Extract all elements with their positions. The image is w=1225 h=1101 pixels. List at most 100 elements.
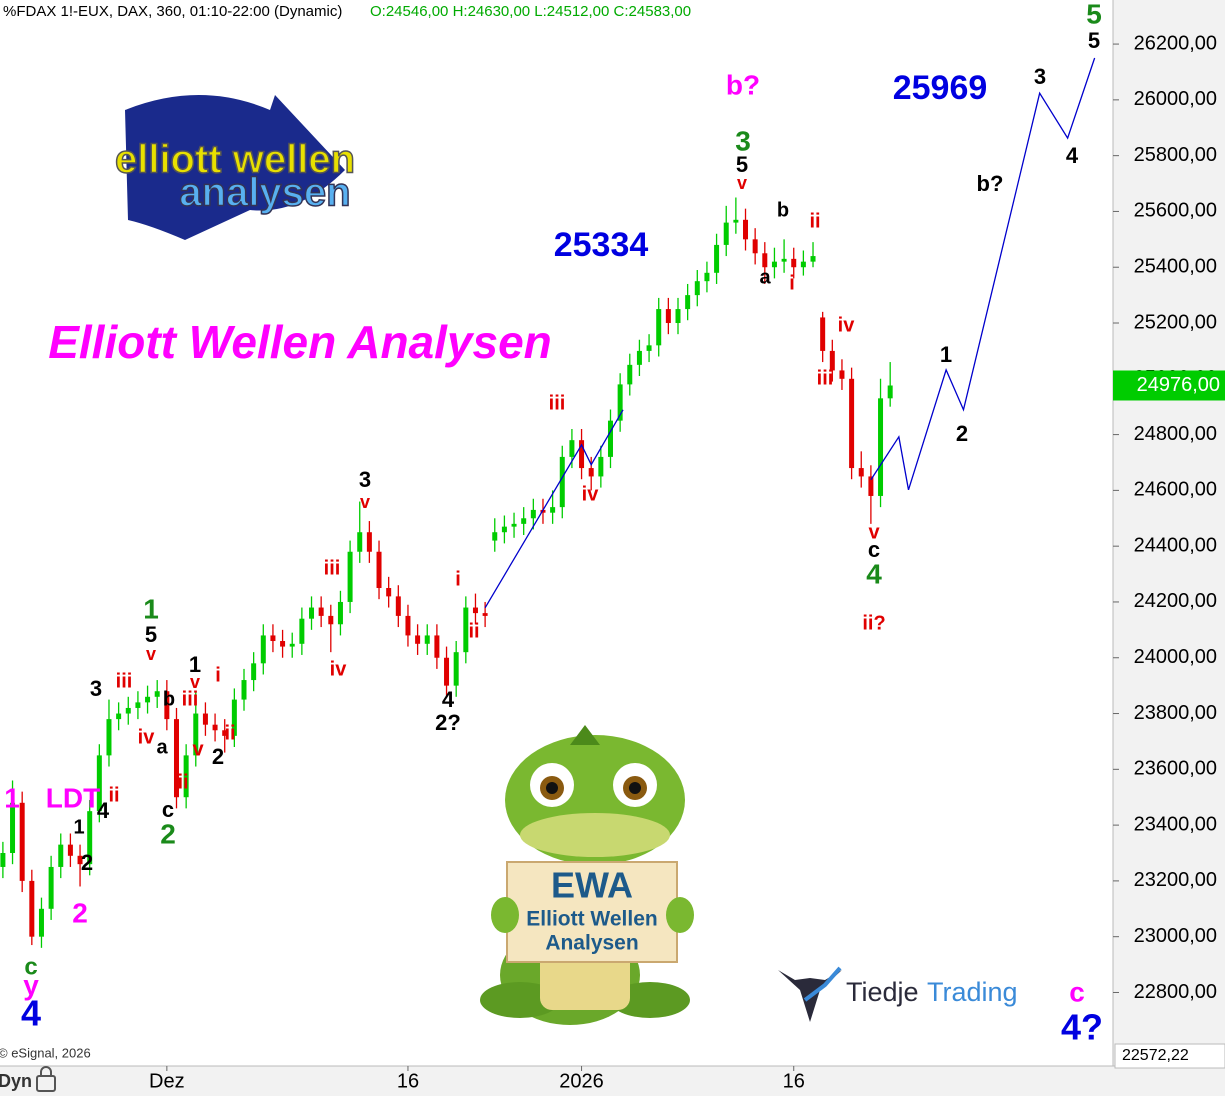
candle-body: [482, 613, 488, 616]
candle-body: [550, 507, 556, 513]
candle-body: [800, 261, 806, 268]
candle-body: [173, 719, 179, 798]
wave-label: 4: [1066, 143, 1079, 168]
candle-body: [704, 272, 710, 282]
candle-body: [260, 635, 266, 664]
candle-body: [771, 261, 777, 268]
wave-label: 5: [1088, 28, 1100, 53]
candle-body: [289, 643, 295, 647]
wave-label: v: [146, 644, 156, 664]
candle-body: [231, 699, 237, 736]
wave-label: iv: [330, 658, 348, 680]
candle-body: [415, 635, 421, 644]
candle-body: [829, 350, 835, 371]
footer-mode: Dyn: [0, 1071, 32, 1091]
y-tick-label: 23800,00: [1134, 702, 1217, 724]
candle-body: [376, 551, 382, 589]
wave-label: ii: [224, 722, 235, 744]
candle-body: [569, 440, 575, 457]
wave-label: b: [777, 199, 789, 221]
wave-label: 2: [160, 818, 176, 849]
candle-body: [337, 601, 343, 625]
wave-label: 25334: [554, 226, 649, 264]
x-tick-label: Dez: [149, 1070, 185, 1092]
candle-body: [472, 607, 478, 614]
wave-label: b?: [977, 171, 1004, 196]
wave-label: c: [24, 953, 37, 980]
wave-label: Elliott Wellen Analysen: [48, 316, 552, 368]
candle-body: [858, 468, 864, 477]
wave-label: v: [360, 492, 370, 512]
x-tick-label: 16: [397, 1070, 419, 1092]
y-tick-label: 23000,00: [1134, 925, 1217, 947]
candle-body: [280, 641, 286, 647]
wave-label: v: [190, 672, 200, 692]
candle-body: [424, 635, 430, 644]
wave-label: y: [23, 969, 39, 1000]
last-price-box: [1113, 370, 1225, 401]
candle-body: [627, 364, 633, 385]
ohlc-info: O:24546,00 H:24630,00 L:24512,00 C:24583…: [370, 3, 691, 20]
wave-label: iv: [582, 483, 600, 505]
candle-body: [299, 618, 305, 644]
wave-label: 25969: [893, 69, 988, 107]
x-tick-label: 16: [783, 1070, 805, 1092]
wave-label: 5: [145, 622, 157, 647]
y-tick-label: 25400,00: [1134, 256, 1217, 278]
candle-body: [887, 385, 893, 399]
candle-body: [444, 657, 450, 686]
candle-body: [781, 258, 787, 262]
candle-body: [839, 370, 845, 379]
candle-body: [820, 317, 826, 351]
candle-body: [212, 724, 218, 731]
candle-body: [868, 476, 874, 496]
wave-label: ii: [468, 620, 479, 642]
candle-body: [511, 523, 517, 527]
wave-label: 4: [442, 687, 455, 712]
wave-label: ii: [177, 771, 188, 793]
wave-label: iv: [838, 314, 856, 336]
candle-body: [29, 880, 35, 937]
candle-body: [10, 802, 16, 854]
wave-label: 5: [1086, 0, 1102, 29]
projection-line: [484, 409, 624, 609]
candle-body: [309, 607, 315, 619]
wave-label: 3: [1034, 64, 1046, 89]
y-tick-label: 22800,00: [1134, 981, 1217, 1003]
candle-body: [723, 222, 729, 245]
wave-label: ii?: [862, 612, 885, 634]
copyright: © eSignal, 2026: [0, 1045, 91, 1060]
candle-body: [791, 258, 797, 268]
ewa-logo: elliott wellen analysen: [114, 95, 356, 240]
price-axis-bg: [1113, 0, 1225, 1096]
candle-body: [714, 244, 720, 273]
candle-body: [733, 219, 739, 223]
candle-body: [559, 456, 565, 508]
candle-body: [116, 713, 122, 720]
candle-body: [154, 691, 160, 697]
y-tick-label: 24800,00: [1134, 423, 1217, 445]
candle-body: [241, 680, 247, 700]
lock-icon: [36, 1066, 56, 1092]
wave-label: iii: [817, 367, 834, 389]
y-tick-label: 25200,00: [1134, 311, 1217, 333]
y-tick-label: 26000,00: [1134, 88, 1217, 110]
candle-body: [106, 719, 112, 756]
candle-body: [665, 309, 671, 324]
candle-body: [270, 635, 276, 642]
candle-body: [77, 855, 83, 865]
candle-body: [579, 440, 585, 469]
wave-label: 4: [866, 558, 882, 589]
wave-label: 2?: [435, 710, 461, 735]
wave-label: c: [1069, 976, 1085, 1007]
candle-body: [530, 509, 536, 519]
y-tick-label: 26200,00: [1134, 32, 1217, 54]
candle-body: [694, 281, 700, 296]
candle-body: [38, 908, 44, 937]
candle-body: [222, 730, 228, 736]
wave-label: c: [868, 537, 880, 562]
wave-label: b: [163, 688, 175, 710]
logo-text: analysen: [179, 171, 350, 215]
wave-label: 5: [736, 152, 748, 177]
projection-line: [870, 57, 1096, 491]
